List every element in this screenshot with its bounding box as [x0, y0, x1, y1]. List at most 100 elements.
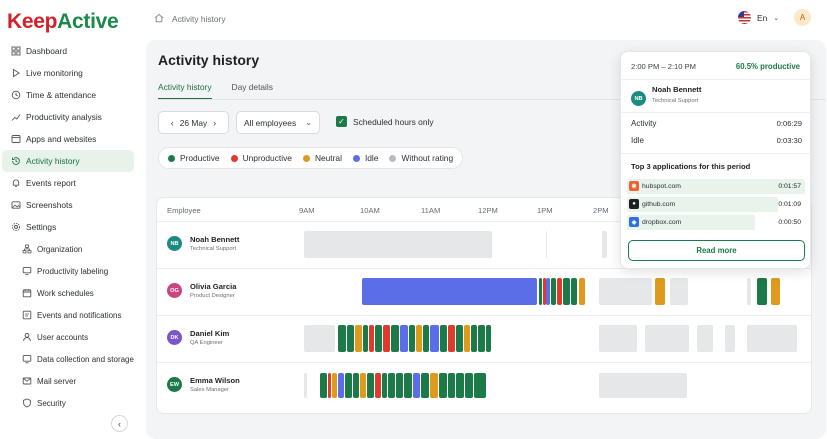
sidebar-item-events-and-notifications[interactable]: Events and notifications — [2, 304, 134, 326]
activity-segment[interactable] — [396, 373, 403, 398]
activity-segment[interactable] — [543, 278, 546, 305]
sidebar-item-productivity-labeling[interactable]: Productivity labeling — [2, 260, 134, 282]
activity-segment[interactable] — [440, 325, 447, 352]
activity-segment[interactable] — [304, 373, 307, 398]
date-picker[interactable]: ‹ 26 May › — [158, 111, 229, 134]
home-icon[interactable] — [154, 13, 164, 25]
activity-segment[interactable] — [599, 278, 652, 305]
activity-segment[interactable] — [338, 373, 344, 398]
sidebar-item-data-collection-and-storage[interactable]: Data collection and storage — [2, 348, 134, 370]
scheduled-hours-checkbox[interactable]: ✓ Scheduled hours only — [336, 116, 434, 127]
activity-segment[interactable] — [353, 373, 359, 398]
activity-segment[interactable] — [363, 325, 368, 352]
activity-segment[interactable] — [345, 373, 352, 398]
activity-segment[interactable] — [456, 373, 464, 398]
activity-segment[interactable] — [697, 325, 713, 352]
activity-segment[interactable] — [439, 373, 447, 398]
activity-segment[interactable] — [391, 325, 399, 352]
activity-segment[interactable] — [539, 278, 542, 305]
activity-segment[interactable] — [478, 325, 485, 352]
app-logo[interactable]: KeepActive — [7, 10, 119, 33]
activity-segment[interactable] — [474, 373, 486, 398]
activity-segment[interactable] — [448, 325, 455, 352]
activity-segment[interactable] — [645, 325, 689, 352]
activity-segment[interactable] — [471, 325, 477, 352]
activity-segment[interactable] — [375, 325, 382, 352]
sidebar-item-live-monitoring[interactable]: Live monitoring — [2, 62, 134, 84]
employee-cell[interactable]: OG Olivia Garcia Product Designer — [167, 282, 236, 299]
activity-segment[interactable] — [367, 373, 374, 398]
activity-segment[interactable] — [599, 325, 637, 352]
sidebar-item-events-report[interactable]: Events report — [2, 172, 134, 194]
employee-filter-select[interactable]: All employees ⌄ — [236, 111, 320, 134]
activity-segment[interactable] — [747, 278, 751, 305]
sidebar-item-security[interactable]: Security — [2, 392, 134, 414]
activity-segment[interactable] — [421, 373, 429, 398]
employee-cell[interactable]: DK Daniel Kim QA Engineer — [167, 329, 229, 346]
collapse-sidebar-button[interactable]: ‹ — [111, 415, 128, 432]
activity-segment[interactable] — [369, 325, 374, 352]
activity-segment[interactable] — [332, 373, 337, 398]
activity-segment[interactable] — [456, 325, 463, 352]
activity-segment[interactable] — [423, 325, 429, 352]
activity-segment[interactable] — [416, 325, 422, 352]
sidebar-item-settings[interactable]: Settings — [2, 216, 134, 238]
activity-segment[interactable] — [355, 325, 362, 352]
sidebar-item-user-accounts[interactable]: User accounts — [2, 326, 134, 348]
activity-segment[interactable] — [360, 373, 366, 398]
prev-day-button[interactable]: ‹ — [170, 117, 174, 128]
activity-segment[interactable] — [557, 278, 562, 305]
tab-activity-history[interactable]: Activity history — [158, 82, 212, 99]
activity-segment[interactable] — [404, 373, 412, 398]
activity-segment[interactable] — [304, 325, 335, 352]
sidebar-item-mail-server[interactable]: Mail server — [2, 370, 134, 392]
sidebar-item-work-schedules[interactable]: Work schedules — [2, 282, 134, 304]
activity-segment[interactable] — [546, 278, 550, 305]
employee-cell[interactable]: EW Emma Wilson Sales Manager — [167, 376, 240, 393]
sidebar-item-productivity-analysis[interactable]: Productivity analysis — [2, 106, 134, 128]
activity-segment[interactable] — [375, 373, 381, 398]
activity-segment[interactable] — [465, 373, 473, 398]
user-avatar[interactable]: A — [794, 9, 811, 26]
activity-segment[interactable] — [655, 278, 665, 305]
activity-segment[interactable] — [602, 231, 607, 258]
next-day-button[interactable]: › — [213, 117, 217, 128]
activity-segment[interactable] — [563, 278, 570, 305]
activity-segment[interactable] — [430, 373, 438, 398]
activity-segment[interactable] — [409, 325, 415, 352]
activity-segment[interactable] — [320, 373, 327, 398]
activity-segment[interactable] — [448, 373, 455, 398]
sidebar-item-screenshots[interactable]: Screenshots — [2, 194, 134, 216]
activity-segment[interactable] — [382, 373, 387, 398]
sidebar-item-activity-history[interactable]: Activity history — [2, 150, 134, 172]
activity-segment[interactable] — [579, 278, 585, 305]
read-more-button[interactable]: Read more — [628, 240, 805, 261]
activity-segment[interactable] — [464, 325, 470, 352]
activity-segment[interactable] — [546, 231, 547, 258]
sidebar-item-apps-and-websites[interactable]: Apps and websites — [2, 128, 134, 150]
activity-segment[interactable] — [747, 325, 797, 352]
activity-segment[interactable] — [304, 231, 492, 258]
activity-segment[interactable] — [771, 278, 780, 305]
activity-segment[interactable] — [430, 325, 439, 352]
activity-segment[interactable] — [400, 325, 408, 352]
language-selector[interactable]: En ⌄ — [738, 11, 779, 24]
activity-segment[interactable] — [338, 325, 346, 352]
employee-cell[interactable]: NB Noah Bennett Technical Support — [167, 235, 239, 252]
sidebar-item-organization[interactable]: Organization — [2, 238, 134, 260]
sidebar-item-time-attendance[interactable]: Time & attendance — [2, 84, 134, 106]
activity-segment[interactable] — [328, 373, 331, 398]
activity-segment[interactable] — [670, 278, 688, 305]
activity-segment[interactable] — [571, 278, 577, 305]
activity-segment[interactable] — [383, 325, 390, 352]
activity-segment[interactable] — [757, 278, 767, 305]
activity-segment[interactable] — [413, 373, 420, 398]
activity-segment[interactable] — [725, 325, 735, 352]
activity-segment[interactable] — [551, 278, 556, 305]
activity-segment[interactable] — [486, 325, 491, 352]
sidebar-item-dashboard[interactable]: Dashboard — [2, 40, 134, 62]
activity-segment[interactable] — [599, 373, 687, 398]
activity-segment[interactable] — [347, 325, 354, 352]
activity-segment[interactable] — [362, 278, 537, 305]
tab-day-details[interactable]: Day details — [231, 82, 273, 92]
